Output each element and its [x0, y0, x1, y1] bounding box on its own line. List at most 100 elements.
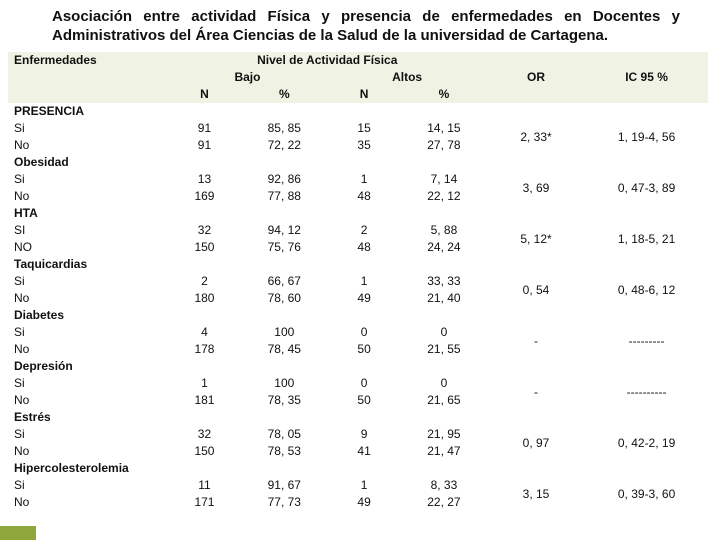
- bajo-pct: 78, 60: [241, 290, 327, 307]
- section-header: Taquicardias: [8, 256, 708, 273]
- hdr-p1: %: [241, 86, 327, 103]
- hdr-altos: Altos: [327, 69, 487, 86]
- alto-n: 49: [327, 494, 401, 511]
- ic-value: ----------: [585, 375, 708, 409]
- bajo-n: 171: [168, 494, 242, 511]
- ic-value: 0, 39-3, 60: [585, 477, 708, 511]
- or-value: -: [487, 324, 585, 358]
- bajo-pct: 78, 05: [241, 426, 327, 443]
- alto-pct: 8, 33: [401, 477, 487, 494]
- row-label: No: [8, 188, 168, 205]
- alto-pct: 14, 15: [401, 120, 487, 137]
- ic-value: 0, 47-3, 89: [585, 171, 708, 205]
- bajo-n: 91: [168, 120, 242, 137]
- or-value: 2, 33*: [487, 120, 585, 154]
- alto-n: 1: [327, 477, 401, 494]
- bajo-n: 4: [168, 324, 242, 341]
- bajo-n: 13: [168, 171, 242, 188]
- row-label: Si: [8, 375, 168, 392]
- bajo-n: 169: [168, 188, 242, 205]
- data-table: EnfermedadesNivel de Actividad FísicaORI…: [8, 52, 708, 511]
- alto-n: 1: [327, 171, 401, 188]
- alto-pct: 0: [401, 324, 487, 341]
- or-value: 5, 12*: [487, 222, 585, 256]
- bajo-pct: 77, 73: [241, 494, 327, 511]
- alto-n: 0: [327, 324, 401, 341]
- row-label: Si: [8, 426, 168, 443]
- bajo-pct: 66, 67: [241, 273, 327, 290]
- alto-pct: 21, 65: [401, 392, 487, 409]
- alto-n: 0: [327, 375, 401, 392]
- page-title: Asociación entre actividad Física y pres…: [0, 0, 720, 52]
- alto-pct: 33, 33: [401, 273, 487, 290]
- row-label: Si: [8, 273, 168, 290]
- cell: [8, 86, 168, 103]
- alto-n: 41: [327, 443, 401, 460]
- row-label: Si: [8, 171, 168, 188]
- bajo-n: 11: [168, 477, 242, 494]
- or-value: 3, 69: [487, 171, 585, 205]
- bajo-pct: 78, 35: [241, 392, 327, 409]
- ic-value: 1, 18-5, 21: [585, 222, 708, 256]
- alto-pct: 22, 12: [401, 188, 487, 205]
- bajo-pct: 75, 76: [241, 239, 327, 256]
- ic-value: ---------: [585, 324, 708, 358]
- alto-n: 49: [327, 290, 401, 307]
- bajo-pct: 78, 45: [241, 341, 327, 358]
- ic-value: 0, 48-6, 12: [585, 273, 708, 307]
- section-header: PRESENCIA: [8, 103, 708, 120]
- alto-pct: 21, 55: [401, 341, 487, 358]
- hdr-n1: N: [168, 86, 242, 103]
- or-value: 3, 15: [487, 477, 585, 511]
- bajo-pct: 85, 85: [241, 120, 327, 137]
- section-header: Hipercolesterolemia: [8, 460, 708, 477]
- alto-n: 50: [327, 392, 401, 409]
- alto-pct: 24, 24: [401, 239, 487, 256]
- hdr-or: OR: [487, 52, 585, 103]
- row-label: No: [8, 290, 168, 307]
- bajo-pct: 100: [241, 324, 327, 341]
- alto-n: 9: [327, 426, 401, 443]
- hdr-nivel: Nivel de Actividad Física: [168, 52, 487, 69]
- hdr-n2: N: [327, 86, 401, 103]
- section-header: HTA: [8, 205, 708, 222]
- bajo-n: 181: [168, 392, 242, 409]
- row-label: No: [8, 137, 168, 154]
- cell: [8, 69, 168, 86]
- row-label: NO: [8, 239, 168, 256]
- alto-n: 50: [327, 341, 401, 358]
- row-label: No: [8, 494, 168, 511]
- alto-n: 15: [327, 120, 401, 137]
- section-header: Estrés: [8, 409, 708, 426]
- bajo-n: 32: [168, 426, 242, 443]
- bajo-n: 178: [168, 341, 242, 358]
- row-label: No: [8, 341, 168, 358]
- bajo-n: 2: [168, 273, 242, 290]
- alto-pct: 21, 47: [401, 443, 487, 460]
- alto-n: 1: [327, 273, 401, 290]
- ic-value: 1, 19-4, 56: [585, 120, 708, 154]
- section-header: Diabetes: [8, 307, 708, 324]
- bajo-n: 91: [168, 137, 242, 154]
- bajo-pct: 72, 22: [241, 137, 327, 154]
- or-value: -: [487, 375, 585, 409]
- alto-pct: 27, 78: [401, 137, 487, 154]
- alto-pct: 7, 14: [401, 171, 487, 188]
- alto-pct: 21, 40: [401, 290, 487, 307]
- alto-pct: 5, 88: [401, 222, 487, 239]
- alto-pct: 21, 95: [401, 426, 487, 443]
- section-header: Depresión: [8, 358, 708, 375]
- bajo-n: 180: [168, 290, 242, 307]
- bajo-n: 150: [168, 239, 242, 256]
- bajo-pct: 92, 86: [241, 171, 327, 188]
- alto-n: 2: [327, 222, 401, 239]
- bajo-pct: 78, 53: [241, 443, 327, 460]
- row-label: Si: [8, 477, 168, 494]
- hdr-bajo: Bajo: [168, 69, 328, 86]
- bajo-pct: 77, 88: [241, 188, 327, 205]
- hdr-p2: %: [401, 86, 487, 103]
- hdr-ic: IC 95 %: [585, 52, 708, 103]
- bajo-n: 32: [168, 222, 242, 239]
- bajo-n: 150: [168, 443, 242, 460]
- row-label: Si: [8, 120, 168, 137]
